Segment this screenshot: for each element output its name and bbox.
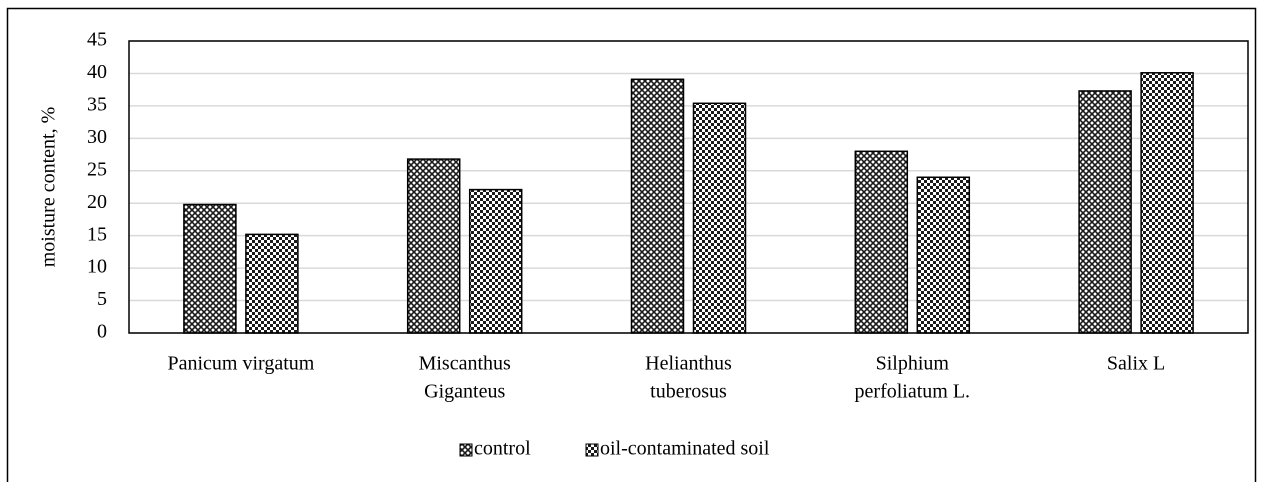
bar [183,203,237,334]
legend-swatch [459,443,473,457]
y-tick-label: 25 [87,158,107,180]
y-tick-label: 35 [87,93,107,115]
x-tick-label: Salix L [1107,353,1165,375]
y-tick-label: 5 [97,288,107,310]
y-tick-label: 0 [97,321,107,343]
y-tick-label: 20 [87,191,107,213]
bar [916,176,971,334]
y-tick-label: 10 [87,256,107,278]
bar [245,233,299,334]
plot-frame [128,40,1249,334]
x-tick-label: perfoliatum L. [855,381,971,403]
bar [1140,72,1194,334]
y-tick-label: 40 [87,61,107,83]
x-tick-label: Panicum virgatum [167,353,314,375]
legend-swatch [585,443,599,457]
x-tick-label: Silphium [876,353,950,375]
x-tick-label: Miscanthus [419,353,511,375]
x-tick-label: Helianthus [645,353,732,375]
x-tick-label: Giganteus [424,381,505,403]
y-tick-label: 15 [87,223,107,245]
x-tick-label: tuberosus [650,381,727,403]
legend-label: control [474,438,531,460]
bar [1078,90,1132,334]
bar [692,102,747,334]
y-axis-label: moisture content, % [38,107,60,268]
bar [406,158,461,334]
bar [854,150,909,334]
legend-label: oil-contaminated soil [600,438,770,460]
bar [468,188,523,334]
chart-frame [6,7,1257,482]
bar [630,78,685,334]
y-tick-label: 30 [87,126,107,148]
y-tick-label: 45 [87,29,107,51]
